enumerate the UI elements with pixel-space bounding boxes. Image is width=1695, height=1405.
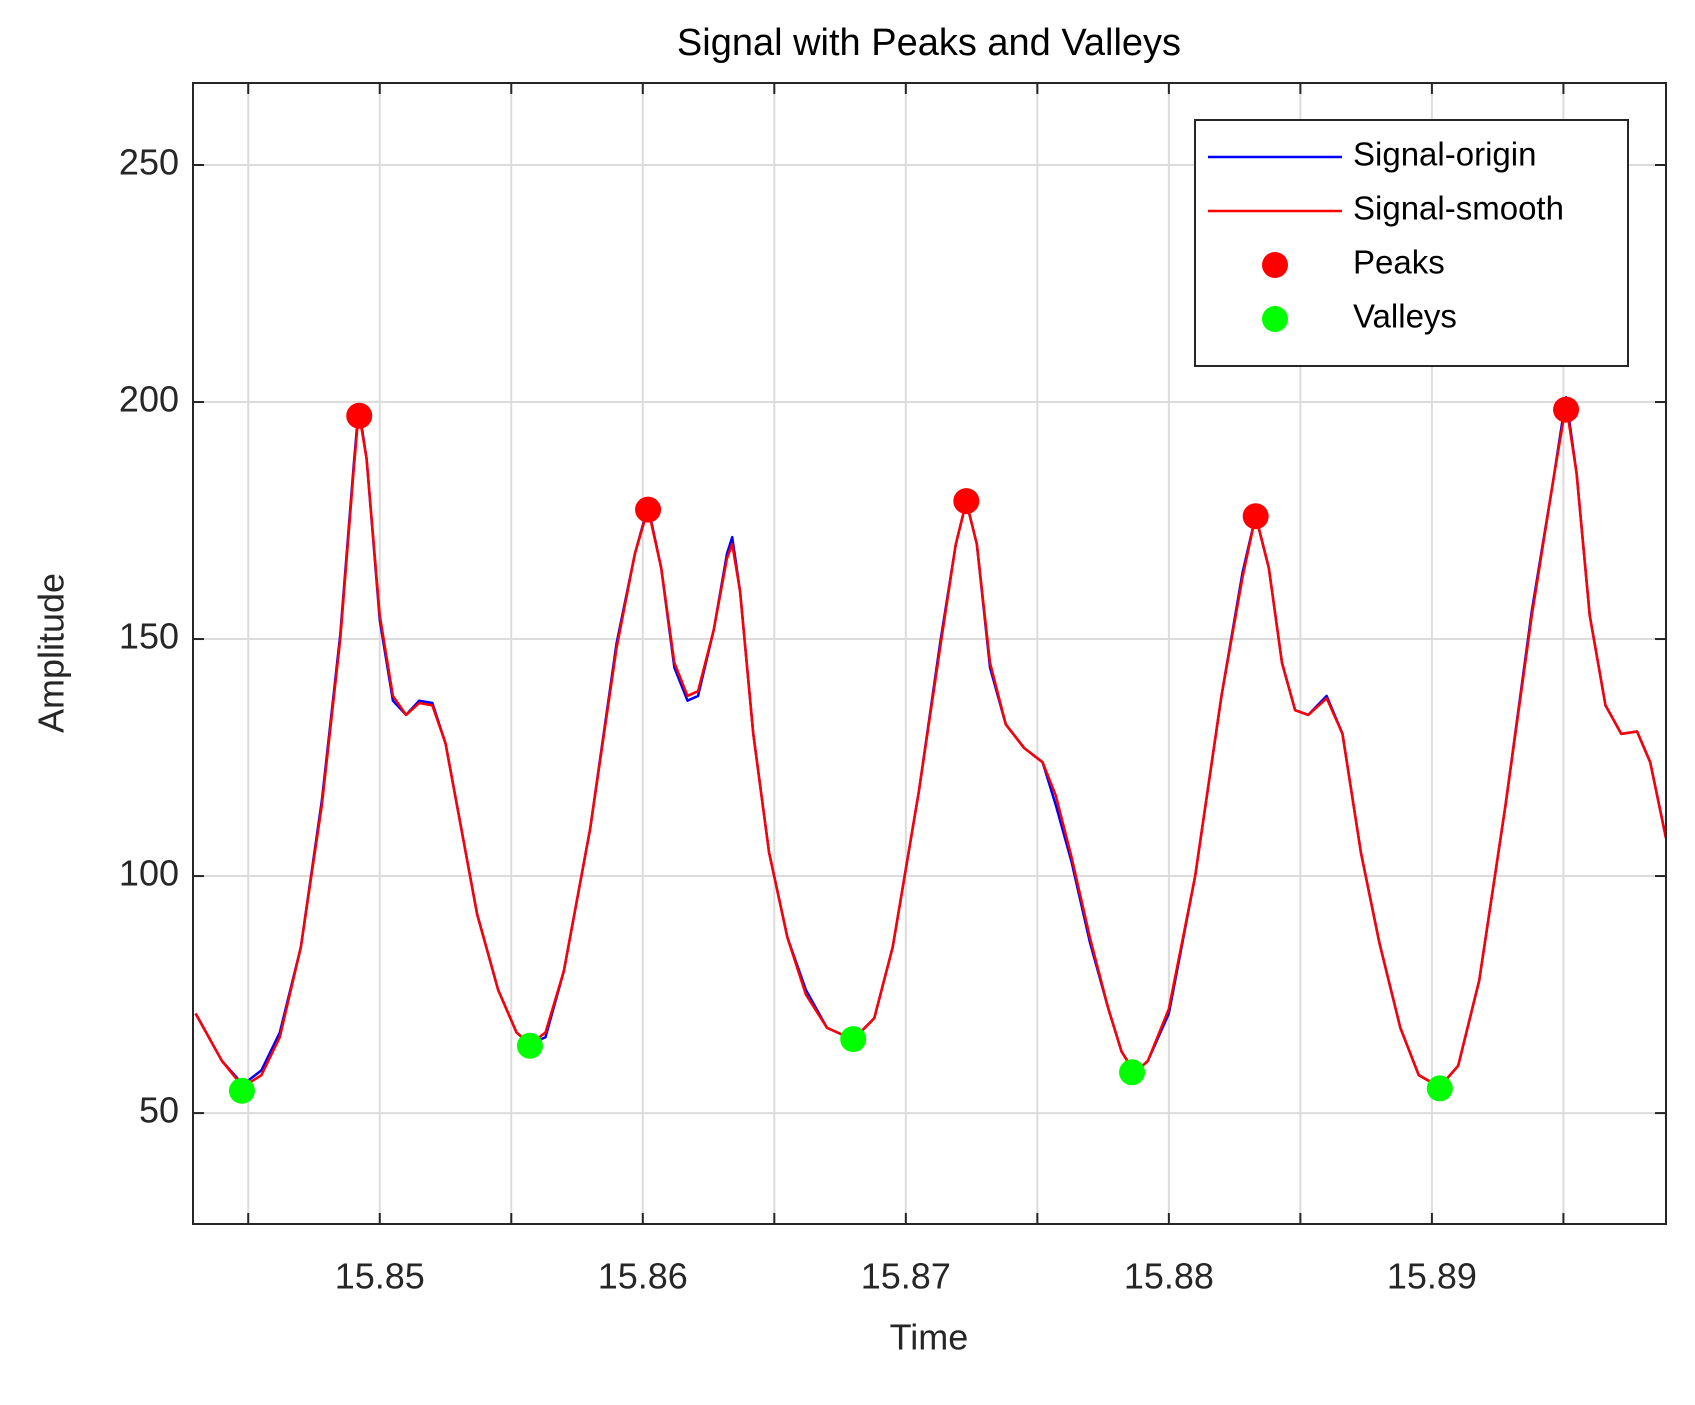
legend-label: Peaks (1353, 244, 1445, 281)
axes: 15.85 15.86 15.87 15.88 15.89 50 100 150 200 250 (119, 82, 1667, 1297)
x-tick-label: 15.89 (1387, 1256, 1477, 1297)
x-axis-label: Time (890, 1317, 969, 1358)
y-tick-label: 100 (119, 853, 179, 894)
marker-point (635, 496, 662, 523)
legend-label: Signal-origin (1353, 136, 1536, 173)
y-axis-label: Amplitude (31, 573, 72, 733)
y-tick-label: 150 (119, 616, 179, 657)
y-tick-label: 250 (119, 142, 179, 183)
plot-lines (194, 396, 1668, 1104)
legend-marker (1262, 306, 1288, 332)
marker-point (840, 1026, 867, 1053)
marker-point (1242, 503, 1269, 530)
y-tick-label: 200 (119, 379, 179, 420)
marker-point (346, 402, 373, 429)
y-tick-label: 50 (139, 1090, 179, 1131)
legend: Signal-origin Signal-smooth Peaks Valleys (1194, 119, 1629, 367)
x-tick-label: 15.85 (335, 1256, 425, 1297)
legend-marker (1262, 252, 1288, 278)
marker-point (1553, 396, 1580, 423)
chart-title: Signal with Peaks and Valleys (677, 22, 1181, 64)
signal-line (194, 403, 1668, 1089)
x-tick-label: 15.86 (598, 1256, 688, 1297)
marker-point (1426, 1075, 1453, 1102)
axes-box (192, 82, 1667, 1225)
marker-point (516, 1032, 543, 1059)
x-tick-label: 15.88 (1124, 1256, 1214, 1297)
marker-point (1119, 1059, 1146, 1086)
marker-point (228, 1077, 255, 1104)
legend-label: Signal-smooth (1353, 190, 1564, 227)
x-tick-label: 15.87 (861, 1256, 951, 1297)
marker-point (953, 488, 980, 515)
legend-label: Valleys (1353, 298, 1457, 335)
